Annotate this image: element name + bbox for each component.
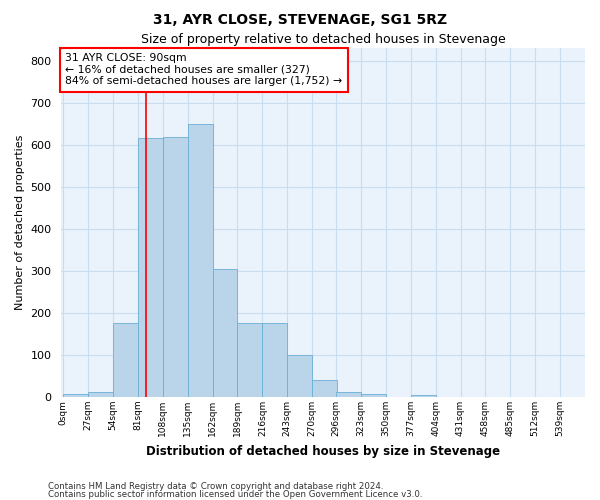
Title: Size of property relative to detached houses in Stevenage: Size of property relative to detached ho… <box>141 32 506 46</box>
Bar <box>138 138 163 397</box>
Bar <box>312 380 337 397</box>
Bar <box>63 394 88 397</box>
Bar <box>113 324 138 397</box>
Y-axis label: Number of detached properties: Number of detached properties <box>15 135 25 310</box>
Bar <box>262 324 287 397</box>
Text: 31, AYR CLOSE, STEVENAGE, SG1 5RZ: 31, AYR CLOSE, STEVENAGE, SG1 5RZ <box>153 12 447 26</box>
Bar <box>238 324 262 397</box>
Text: Contains HM Land Registry data © Crown copyright and database right 2024.: Contains HM Land Registry data © Crown c… <box>48 482 383 491</box>
Bar <box>361 394 386 397</box>
Bar <box>287 355 312 397</box>
Text: 31 AYR CLOSE: 90sqm
← 16% of detached houses are smaller (327)
84% of semi-detac: 31 AYR CLOSE: 90sqm ← 16% of detached ho… <box>65 53 342 86</box>
Text: Contains public sector information licensed under the Open Government Licence v3: Contains public sector information licen… <box>48 490 422 499</box>
Bar <box>163 137 188 397</box>
Bar <box>188 124 212 397</box>
Bar <box>88 392 113 397</box>
X-axis label: Distribution of detached houses by size in Stevenage: Distribution of detached houses by size … <box>146 444 500 458</box>
Bar <box>336 392 361 397</box>
Bar <box>212 269 238 397</box>
Bar <box>411 395 436 397</box>
